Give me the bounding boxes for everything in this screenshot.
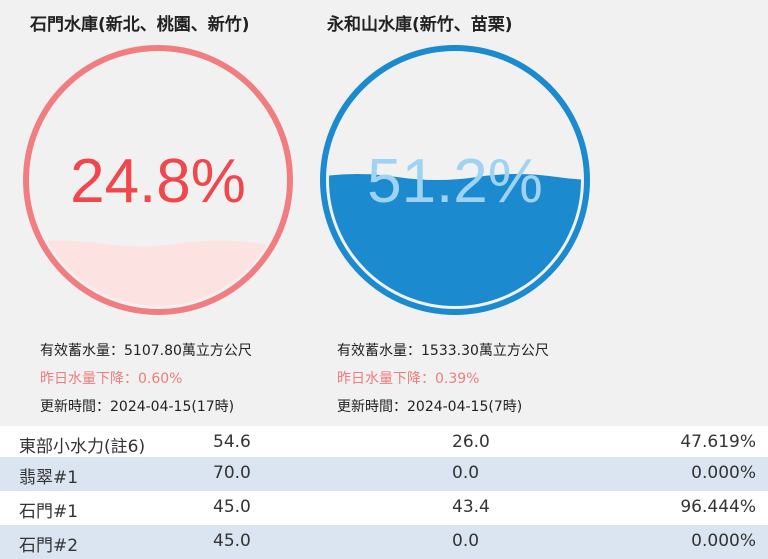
unit-ratio: 47.619% <box>680 432 756 452</box>
gauge-ring <box>320 45 590 315</box>
unit-ratio: 0.000% <box>691 463 756 483</box>
water-level-gauge: 51.2% <box>320 45 590 315</box>
unit-name: 翡翠#1 <box>19 468 79 488</box>
percent-label: 24.8% <box>70 147 246 216</box>
percent-label: 51.2% <box>367 147 543 216</box>
unit-name: 石門#2 <box>19 536 79 556</box>
unit-capacity: 45.0 <box>213 497 251 517</box>
unit-capacity: 45.0 <box>213 531 251 551</box>
unit-ratio: 96.444% <box>680 497 756 517</box>
daily-change: 昨日水量下降：0.60% <box>40 371 183 387</box>
table-row: 石門#1 45.0 43.4 96.444% <box>0 491 768 525</box>
unit-name: 東部小水力(註6) <box>19 437 146 457</box>
reservoir-card-shimen: 石門水庫(新北、桃園、新竹) 24.8% 有效蓄水量：5107.80萬立方公尺 … <box>20 0 320 426</box>
gauge-ring <box>23 45 293 315</box>
reservoir-title: 石門水庫(新北、桃園、新竹) <box>30 15 250 35</box>
unit-output: 0.0 <box>452 463 480 483</box>
update-time: 更新時間：2024-04-15(17時) <box>40 399 235 415</box>
water-fill <box>32 240 284 306</box>
storage-volume: 有效蓄水量：5107.80萬立方公尺 <box>40 343 252 359</box>
unit-ratio: 0.000% <box>691 531 756 551</box>
unit-output: 0.0 <box>452 531 480 551</box>
unit-capacity: 70.0 <box>213 463 251 483</box>
table-row: 翡翠#1 70.0 0.0 0.000% <box>0 457 768 491</box>
water-level-gauge: 24.8% <box>23 45 293 315</box>
power-table: 東部小水力(註6) 54.6 26.0 47.619% 翡翠#1 70.0 0.… <box>0 426 768 559</box>
table-row: 東部小水力(註6) 54.6 26.0 47.619% <box>0 426 768 460</box>
unit-output: 26.0 <box>452 432 490 452</box>
unit-output: 43.4 <box>452 497 490 517</box>
reservoir-panel: 石門水庫(新北、桃園、新竹) 24.8% 有效蓄水量：5107.80萬立方公尺 … <box>0 0 768 426</box>
unit-capacity: 54.6 <box>213 432 251 452</box>
daily-change: 昨日水量下降：0.39% <box>337 371 480 387</box>
table-row: 石門#2 45.0 0.0 0.000% <box>0 525 768 559</box>
storage-volume: 有效蓄水量：1533.30萬立方公尺 <box>337 343 549 359</box>
update-time: 更新時間：2024-04-15(7時) <box>337 399 523 415</box>
reservoir-card-yonghe: 永和山水庫(新竹、苗栗) 51.2% 有效蓄水量：1533.30萬立方公尺 昨日… <box>317 0 617 426</box>
reservoir-title: 永和山水庫(新竹、苗栗) <box>327 15 513 35</box>
unit-name: 石門#1 <box>19 502 79 522</box>
